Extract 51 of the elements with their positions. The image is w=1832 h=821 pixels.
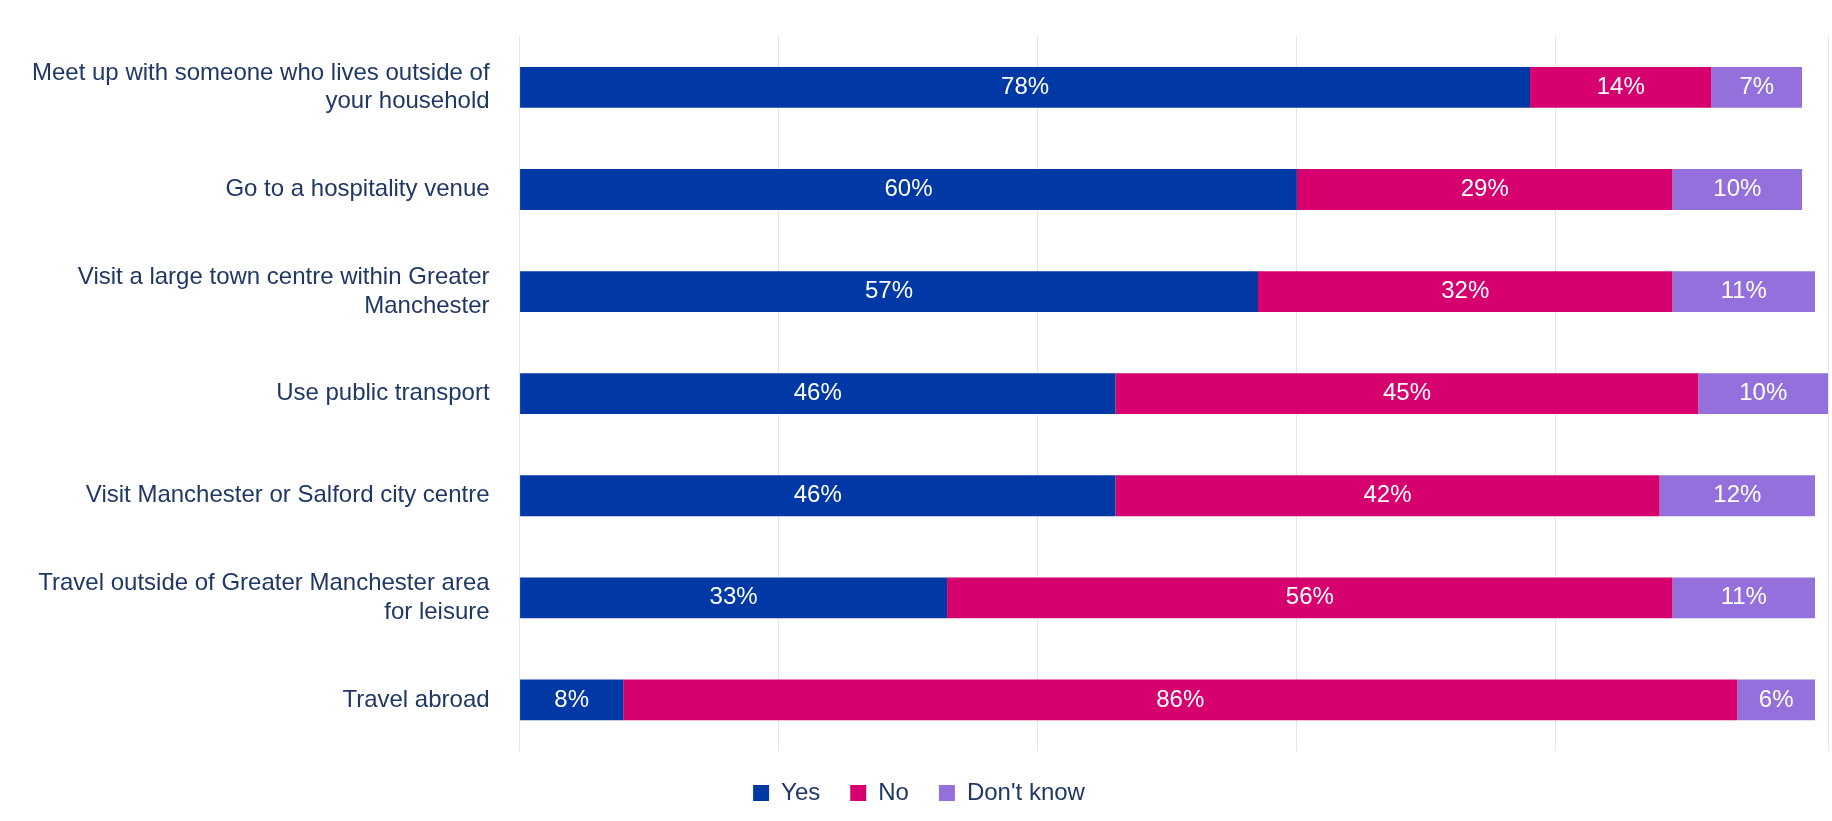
data-label: 45% [1382, 378, 1431, 406]
bar [1258, 271, 1673, 313]
data-label: 10% [1739, 378, 1788, 406]
data-label: 46% [793, 480, 842, 508]
bar [1115, 373, 1699, 415]
bar [1698, 373, 1828, 415]
data-label: 46% [793, 378, 842, 406]
data-label: 10% [1713, 174, 1762, 202]
bar [1296, 169, 1673, 210]
data-label: 6% [1758, 684, 1794, 712]
legend-label: No [878, 777, 909, 805]
data-label: 14% [1596, 72, 1645, 100]
data-label: 29% [1460, 174, 1509, 202]
bar [623, 679, 1738, 721]
bar [1711, 67, 1803, 108]
y-tick-label: Use public transport [276, 378, 490, 406]
legend-label: Don't know [966, 777, 1086, 805]
data-label: 56% [1285, 582, 1334, 610]
data-label: 57% [865, 276, 914, 304]
bar [1659, 475, 1816, 517]
bar [520, 679, 624, 721]
legend-label: Yes [781, 777, 821, 805]
bar [520, 577, 948, 619]
bar [520, 475, 1116, 517]
data-label: 33% [709, 582, 758, 610]
bar [1672, 577, 1816, 619]
bar [1530, 67, 1712, 108]
data-label: 86% [1156, 684, 1205, 712]
y-tick-label: Meet up with someone who lives outside of your household [31, 57, 490, 114]
data-label: 60% [884, 174, 933, 202]
data-label: 78% [1001, 72, 1050, 100]
data-label: 11% [1720, 276, 1767, 304]
bar [1115, 475, 1660, 517]
data-label: 32% [1441, 276, 1490, 304]
y-tick-label: Visit Manchester or Salford city centre [85, 480, 490, 508]
data-label: 7% [1739, 72, 1775, 100]
bar [520, 67, 1531, 108]
y-tick-label: Visit a large town centre within Greater Manchester [77, 261, 490, 318]
data-label: 8% [554, 684, 589, 712]
bar [520, 373, 1116, 415]
y-tick-label: Travel abroad [342, 684, 490, 712]
bar [1672, 169, 1803, 210]
bar [947, 577, 1673, 619]
bar [520, 271, 1258, 313]
bar [520, 169, 1297, 210]
data-label: 11% [1720, 582, 1767, 610]
y-tick-label: Go to a hospitality venue [225, 174, 490, 202]
data-label: 12% [1713, 480, 1762, 508]
y-tick-label: Travel outside of Greater Manchester area for leisure [38, 568, 491, 624]
bar [1672, 271, 1816, 313]
data-label: 42% [1363, 480, 1412, 508]
